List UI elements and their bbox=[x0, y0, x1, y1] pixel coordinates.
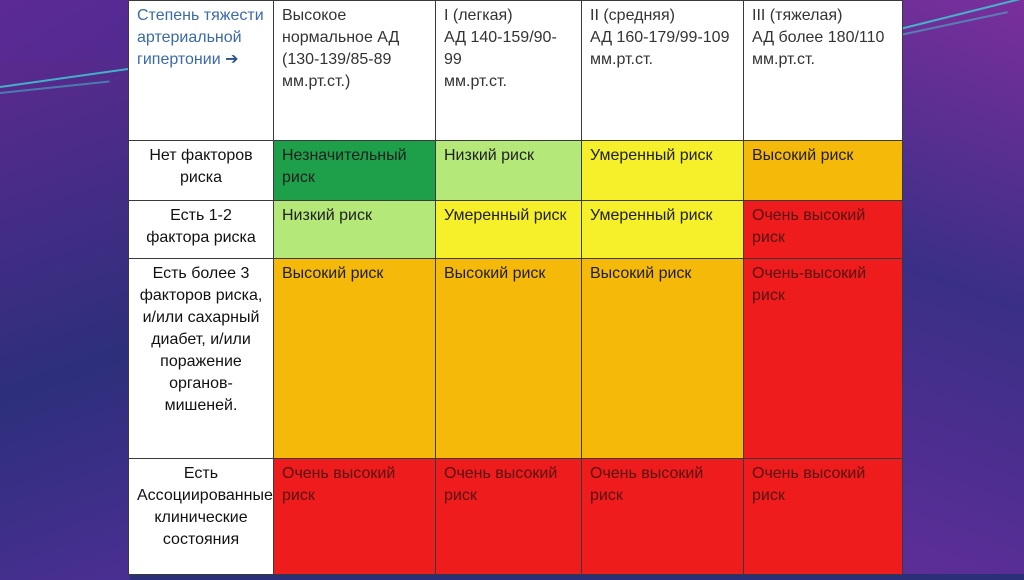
risk-cell: Умеренный риск bbox=[581, 140, 744, 201]
table-corner-cell: Степень тяжести артериальной гипертонии … bbox=[128, 0, 274, 141]
risk-cell: Очень высокий риск bbox=[743, 200, 903, 259]
row-header: Нет факторов риска bbox=[128, 140, 274, 201]
background-shape-left bbox=[0, 60, 130, 580]
risk-cell: Высокий риск bbox=[435, 258, 582, 459]
risk-cell: Низкий риск bbox=[273, 200, 436, 259]
row-header: Есть 1-2 фактора риска bbox=[128, 200, 274, 259]
table-row: Есть Ассоциированные клинические состоян… bbox=[128, 458, 903, 575]
risk-cell: Очень высокий риск bbox=[435, 458, 582, 575]
column-header: I (легкая) АД 140-159/90-99 мм.рт.ст. bbox=[435, 0, 582, 141]
column-header: III (тяжелая) АД более 180/110 мм.рт.ст. bbox=[743, 0, 903, 141]
hypertension-risk-table: Степень тяжести артериальной гипертонии … bbox=[128, 0, 903, 575]
risk-cell: Высокий риск bbox=[273, 258, 436, 459]
column-header: II (средняя) АД 160-179/99-109 мм.рт.ст. bbox=[581, 0, 744, 141]
row-header: Есть более 3 факторов риска, и/или сахар… bbox=[128, 258, 274, 459]
risk-cell: Низкий риск bbox=[435, 140, 582, 201]
risk-cell: Высокий риск bbox=[743, 140, 903, 201]
risk-cell: Очень-высокий риск bbox=[743, 258, 903, 459]
table-header-row: Степень тяжести артериальной гипертонии … bbox=[128, 0, 903, 141]
corner-label: Степень тяжести артериальной гипертонии bbox=[137, 7, 264, 68]
risk-cell: Очень высокий риск bbox=[743, 458, 903, 575]
risk-cell: Высокий риск bbox=[581, 258, 744, 459]
risk-cell: Очень высокий риск bbox=[581, 458, 744, 575]
risk-table-container: Степень тяжести артериальной гипертонии … bbox=[128, 0, 903, 575]
arrow-right-icon: ➔ bbox=[225, 51, 239, 68]
table-row: Нет факторов риска Незначительный риск Н… bbox=[128, 140, 903, 201]
risk-cell: Незначительный риск bbox=[273, 140, 436, 201]
column-header: Высокое нормальное АД (130-139/85-89 мм.… bbox=[273, 0, 436, 141]
table-row: Есть 1-2 фактора риска Низкий риск Умере… bbox=[128, 200, 903, 259]
background-shape-right bbox=[900, 0, 1024, 574]
risk-cell: Умеренный риск bbox=[581, 200, 744, 259]
table-row: Есть более 3 факторов риска, и/или сахар… bbox=[128, 258, 903, 459]
risk-cell: Очень высокий риск bbox=[273, 458, 436, 575]
row-header: Есть Ассоциированные клинические состоян… bbox=[128, 458, 274, 575]
risk-cell: Умеренный риск bbox=[435, 200, 582, 259]
